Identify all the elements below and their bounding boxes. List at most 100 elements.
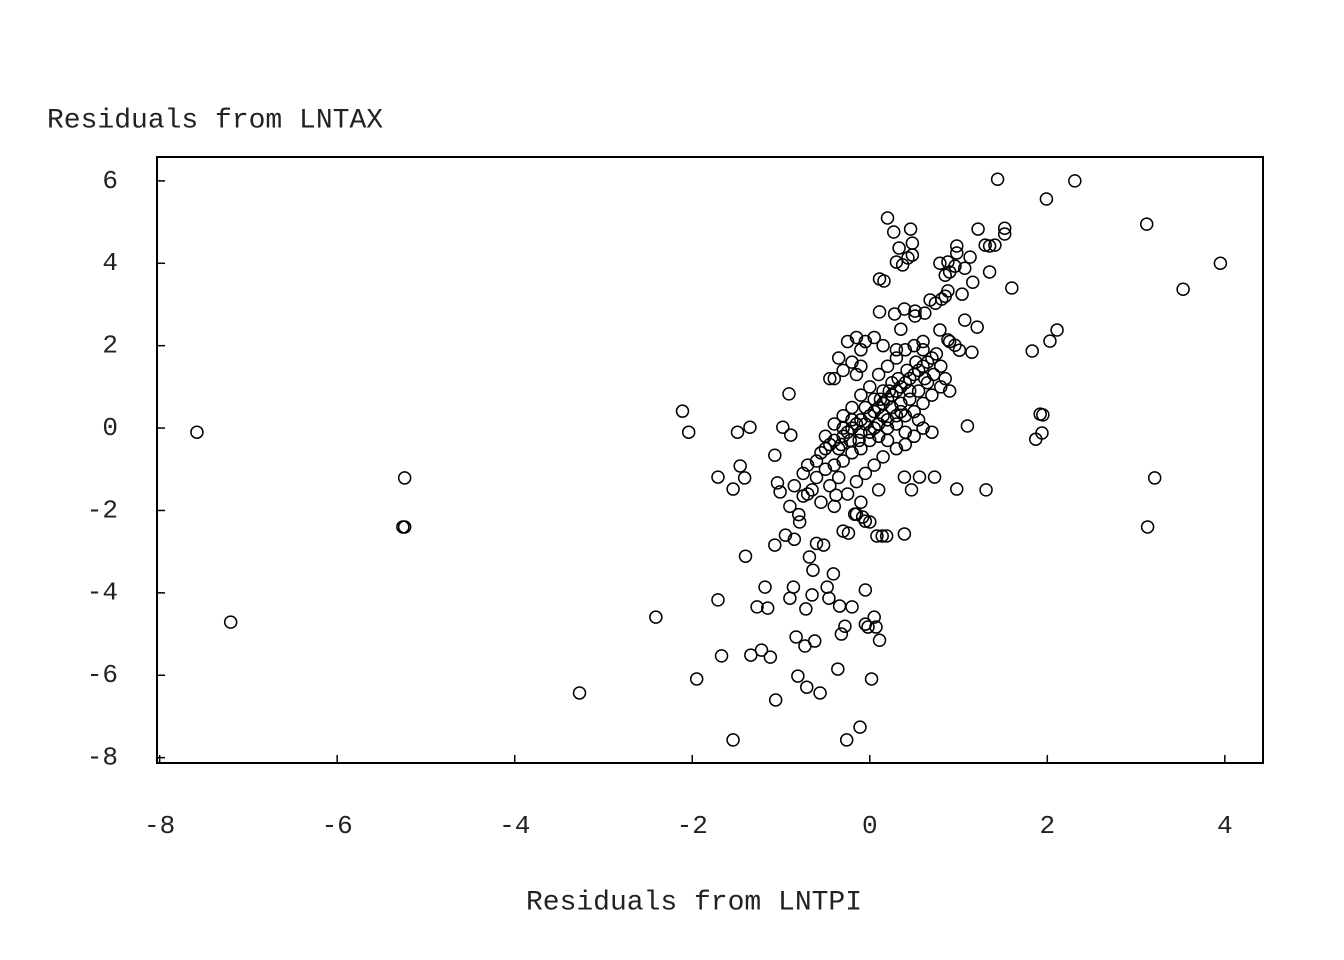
- point: [858, 466, 873, 481]
- point: [726, 733, 740, 747]
- point: [858, 514, 873, 528]
- point: [836, 524, 850, 538]
- point: [839, 733, 854, 747]
- point: [845, 600, 859, 614]
- point: [397, 471, 412, 485]
- point: [886, 225, 901, 239]
- point: [843, 433, 857, 448]
- point: [950, 482, 964, 496]
- point: [849, 507, 864, 521]
- point: [908, 304, 922, 318]
- y-tick-label: -8: [87, 743, 118, 773]
- x-tick-label: -2: [677, 811, 708, 841]
- point: [754, 643, 769, 657]
- point: [880, 211, 895, 225]
- point: [941, 255, 955, 269]
- point: [916, 343, 930, 357]
- x-axis-title: Residuals from LNTPI: [526, 887, 862, 918]
- point: [872, 305, 887, 319]
- point: [738, 549, 753, 563]
- point: [786, 580, 801, 594]
- point: [900, 363, 914, 378]
- point: [912, 470, 927, 484]
- point: [1068, 174, 1082, 188]
- point: [891, 371, 905, 386]
- point: [898, 408, 913, 423]
- point: [827, 433, 842, 448]
- point: [882, 384, 897, 398]
- point: [879, 529, 894, 543]
- point: [916, 334, 930, 349]
- point: [1005, 281, 1019, 295]
- point: [689, 672, 704, 686]
- point: [792, 515, 807, 529]
- point: [889, 351, 904, 365]
- point: [997, 221, 1012, 236]
- point: [894, 396, 908, 411]
- point: [730, 425, 745, 439]
- point: [743, 420, 757, 434]
- point: [929, 347, 944, 361]
- point: [864, 672, 879, 686]
- point: [792, 507, 806, 522]
- point: [925, 351, 939, 365]
- point: [933, 323, 947, 337]
- point: [572, 686, 587, 700]
- point: [776, 420, 790, 434]
- point: [845, 355, 859, 369]
- point: [834, 627, 849, 641]
- point: [927, 470, 942, 484]
- point: [744, 648, 758, 662]
- point: [822, 591, 836, 605]
- point: [826, 567, 841, 581]
- point: [938, 268, 952, 282]
- point: [979, 483, 993, 497]
- point: [942, 384, 957, 398]
- point: [870, 529, 884, 543]
- point: [818, 462, 833, 477]
- point: [907, 338, 921, 353]
- point: [907, 429, 921, 444]
- point: [783, 591, 797, 605]
- point: [853, 720, 867, 734]
- point: [876, 384, 890, 398]
- point: [827, 499, 842, 514]
- point: [831, 351, 846, 365]
- point: [958, 313, 972, 327]
- point: [733, 459, 747, 473]
- point: [889, 408, 904, 423]
- y-tick-label: 4: [102, 248, 118, 278]
- point: [836, 363, 850, 378]
- point: [902, 384, 917, 398]
- point: [768, 693, 783, 707]
- point: [784, 428, 798, 442]
- point: [861, 620, 875, 634]
- point: [827, 371, 842, 386]
- point: [867, 421, 881, 435]
- point: [880, 433, 895, 448]
- point: [858, 400, 873, 415]
- point: [1043, 334, 1057, 348]
- point: [849, 474, 864, 489]
- x-tick-label: 4: [1217, 811, 1233, 841]
- point: [1035, 426, 1049, 440]
- y-axis-title: Residuals from LNTAX: [47, 105, 383, 136]
- point: [876, 408, 890, 423]
- point: [892, 241, 906, 255]
- point: [907, 404, 921, 419]
- point: [823, 371, 837, 386]
- point: [849, 330, 864, 345]
- x-tick-label: 0: [862, 811, 878, 841]
- point: [782, 387, 796, 401]
- point: [982, 265, 997, 279]
- point: [916, 396, 930, 411]
- point: [889, 343, 904, 357]
- point: [836, 454, 850, 468]
- point: [867, 392, 881, 406]
- point: [990, 172, 1005, 186]
- x-tick-label: -8: [144, 811, 175, 841]
- point: [799, 602, 813, 616]
- point: [750, 600, 764, 614]
- point: [190, 425, 204, 439]
